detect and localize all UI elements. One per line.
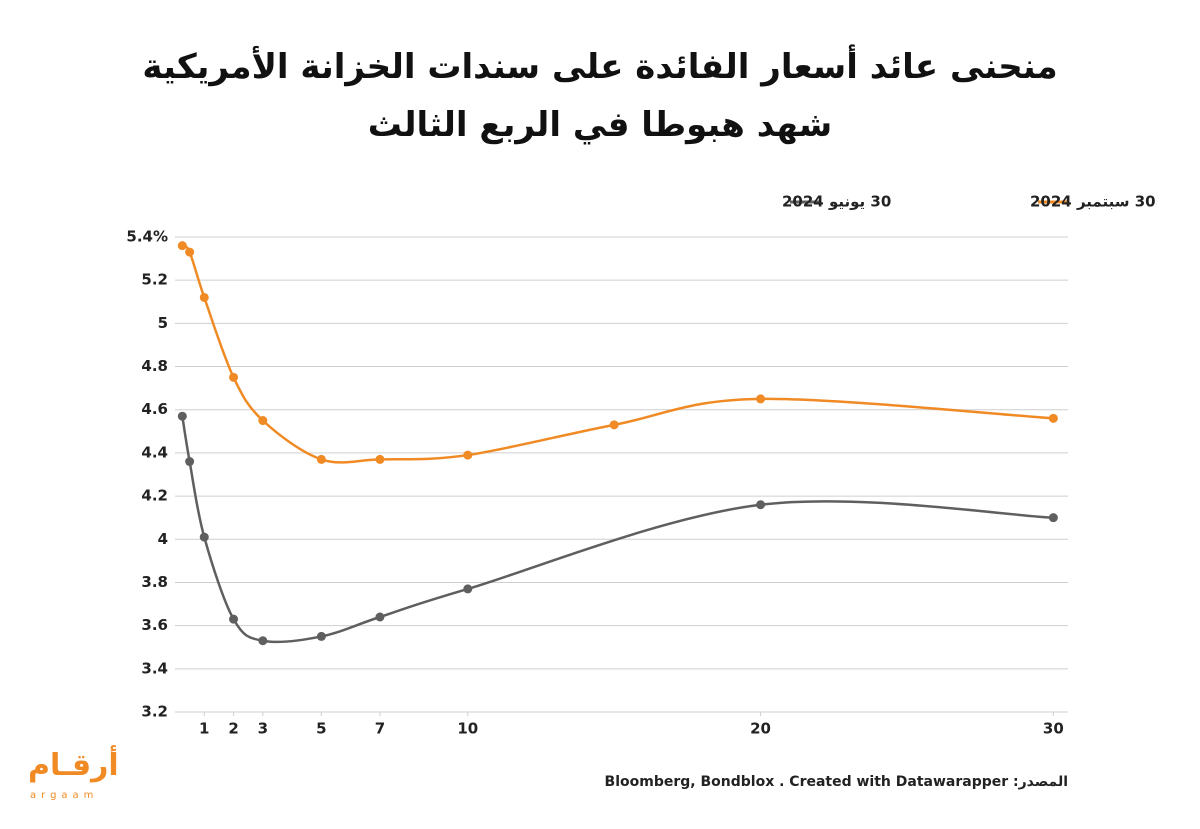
source-note: المصدر: Bloomberg, Bondblox . Created wi… — [604, 774, 1068, 790]
x-tick-label: 5 — [316, 720, 326, 738]
y-tick-label: 4.4 — [141, 443, 168, 461]
point — [316, 454, 326, 464]
point — [177, 241, 187, 251]
point — [258, 416, 268, 426]
y-tick-label: 3.6 — [141, 616, 168, 634]
point — [375, 454, 385, 464]
point — [185, 247, 195, 257]
point — [185, 457, 195, 467]
logo: أرقـام — [28, 748, 119, 783]
x-tick-label: 7 — [375, 720, 385, 738]
y-tick-label: 3.4 — [141, 659, 168, 677]
x-tick-label: 3 — [258, 720, 268, 738]
point — [199, 292, 209, 302]
x-tick-label: 1 — [199, 720, 209, 738]
x-tick-label: 2 — [228, 720, 238, 738]
legend-label: 30 يونيو 2024 — [782, 193, 891, 211]
chart-title: منحنى عائد أسعار الفائدة على سندات الخزا… — [142, 47, 1058, 145]
y-tick-label: 4 — [158, 530, 168, 548]
point — [177, 411, 187, 421]
point — [375, 612, 385, 622]
x-tick-label: 20 — [750, 720, 771, 738]
point — [463, 450, 473, 460]
point — [756, 394, 766, 404]
series-line — [181, 416, 1054, 644]
point — [316, 631, 326, 641]
point — [229, 614, 239, 624]
y-tick-label: 4.2 — [141, 487, 168, 505]
y-tick-label: 5.2 — [141, 271, 168, 289]
point — [1048, 513, 1058, 523]
point — [229, 372, 239, 382]
logo-subtitle: argaam — [30, 790, 99, 801]
legend-label: 30 سبتمبر 2024 — [1030, 193, 1156, 211]
point — [1048, 413, 1058, 423]
y-tick-label: 3.8 — [141, 573, 168, 591]
x-tick-label: 10 — [457, 720, 478, 738]
point — [258, 636, 268, 646]
y-tick-label: 5.4% — [126, 228, 168, 246]
y-tick-label: 5 — [158, 314, 168, 332]
series-line — [181, 244, 1054, 464]
point — [609, 420, 619, 430]
y-tick-label: 4.8 — [141, 357, 168, 375]
x-tick-label: 30 — [1043, 720, 1064, 738]
y-tick-label: 4.6 — [141, 400, 168, 418]
y-tick-label: 3.2 — [141, 703, 168, 721]
point — [199, 532, 209, 542]
point — [463, 584, 473, 594]
point — [756, 500, 766, 510]
